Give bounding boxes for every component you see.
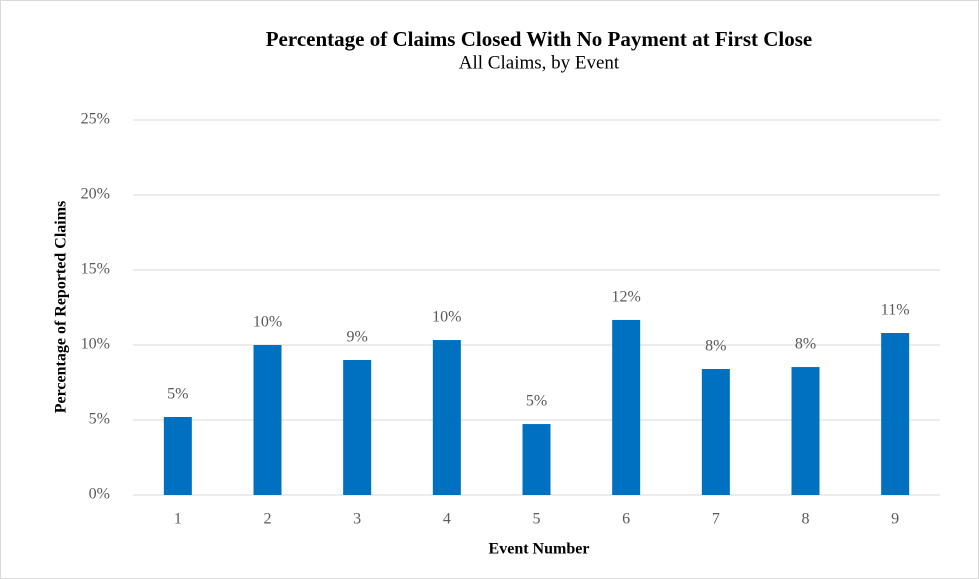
y-tick-label: 15%: [81, 261, 110, 278]
bar: [253, 345, 282, 495]
bar: [791, 367, 820, 495]
bar: [701, 369, 730, 495]
y-tick-label: 20%: [81, 186, 110, 203]
x-tick-label: 8: [802, 511, 810, 528]
bar: [432, 340, 461, 495]
bar: [612, 319, 641, 495]
y-tick-label: 5%: [89, 411, 110, 428]
bar: [343, 360, 372, 495]
x-tick-label: 9: [891, 511, 899, 528]
y-tick-label: 25%: [81, 111, 110, 128]
value-label: 5%: [526, 393, 547, 410]
value-label: 12%: [612, 289, 641, 306]
value-label: 9%: [347, 329, 368, 346]
x-axis-label: Event Number: [489, 541, 590, 558]
x-tick-label: 4: [443, 511, 451, 528]
x-tick-label: 2: [264, 511, 272, 528]
value-label: 8%: [705, 338, 726, 355]
x-tick-label: 3: [353, 511, 361, 528]
y-tick-label: 10%: [81, 336, 110, 353]
x-tick-label: 7: [712, 511, 720, 528]
chart-title: Percentage of Claims Closed With No Paym…: [266, 27, 813, 51]
value-label: 5%: [167, 386, 188, 403]
bar: [163, 417, 192, 495]
x-tick-label: 1: [174, 511, 182, 528]
value-label: 11%: [881, 302, 910, 319]
value-label: 10%: [432, 309, 461, 326]
y-tick-label: 0%: [89, 486, 110, 503]
value-label: 10%: [253, 314, 282, 331]
x-tick-label: 6: [622, 511, 630, 528]
value-label: 8%: [795, 336, 816, 353]
chart-subtitle: All Claims, by Event: [459, 52, 620, 73]
x-tick-label: 5: [533, 511, 541, 528]
y-axis-label: Percentage of Reported Claims: [53, 201, 70, 414]
bar: [881, 333, 910, 495]
bar: [522, 424, 551, 495]
